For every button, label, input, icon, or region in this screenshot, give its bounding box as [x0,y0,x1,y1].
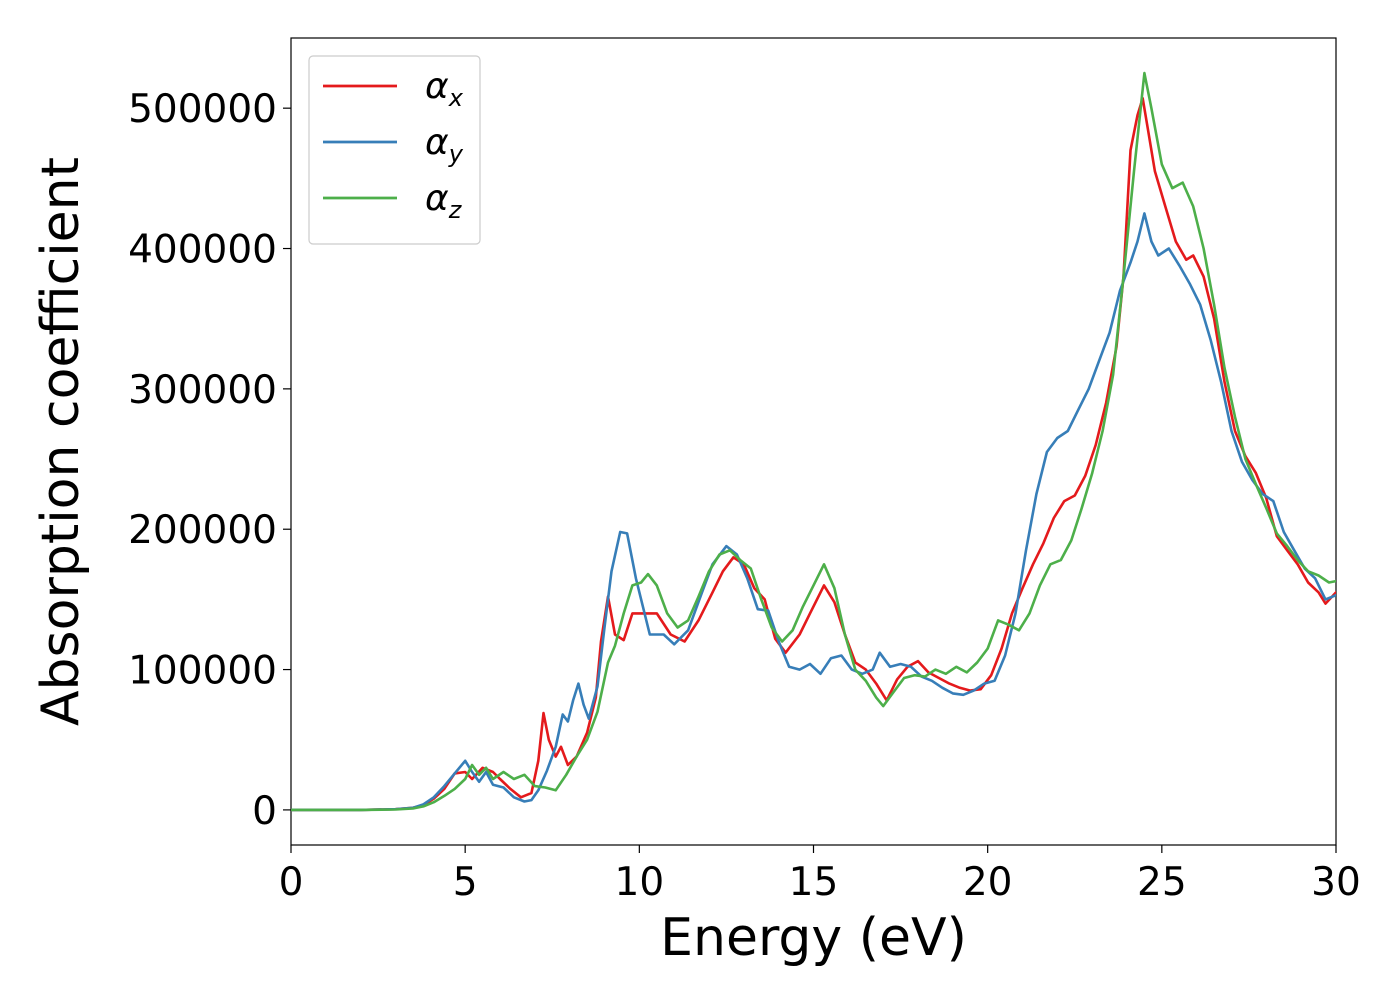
x-tick-label: 15 [789,860,839,905]
x-tick-label: 30 [1311,860,1361,905]
series-line-y [291,212,1336,812]
x-tick-label: 20 [963,860,1013,905]
y-tick-label: 300000 [128,368,277,413]
legend-label-z: αz [425,178,463,224]
legend-label-y: αy [425,122,464,168]
y-tick-label: 400000 [128,228,277,273]
legend-label-subscript: x [448,84,464,112]
x-axis-label: Energy (eV) [660,908,967,968]
series-line-x [291,97,1336,812]
y-tick-label: 100000 [128,649,277,694]
y-axis-label: Absorption coefficient [31,157,91,726]
x-tick-label: 0 [279,860,304,905]
x-tick-label: 5 [453,860,478,905]
x-tick-label: 25 [1137,860,1187,905]
x-axis-ticks: 0 5 10 15 20 25 30 [279,845,1361,905]
series-layer [291,71,1336,812]
legend-label-symbol: α [425,178,449,219]
y-tick-label: 500000 [128,87,277,132]
legend-label-subscript: y [448,140,464,168]
legend-label-symbol: α [425,122,449,163]
x-tick-label: 10 [615,860,665,905]
y-axis-ticks: 0 100000 200000 300000 400000 500000 [128,87,291,834]
legend-label-symbol: α [425,66,449,107]
legend-label-subscript: z [448,196,463,224]
y-tick-label: 0 [252,789,277,834]
series-line-z [291,71,1336,812]
y-tick-label: 200000 [128,508,277,553]
legend-label-x: αx [425,66,464,112]
